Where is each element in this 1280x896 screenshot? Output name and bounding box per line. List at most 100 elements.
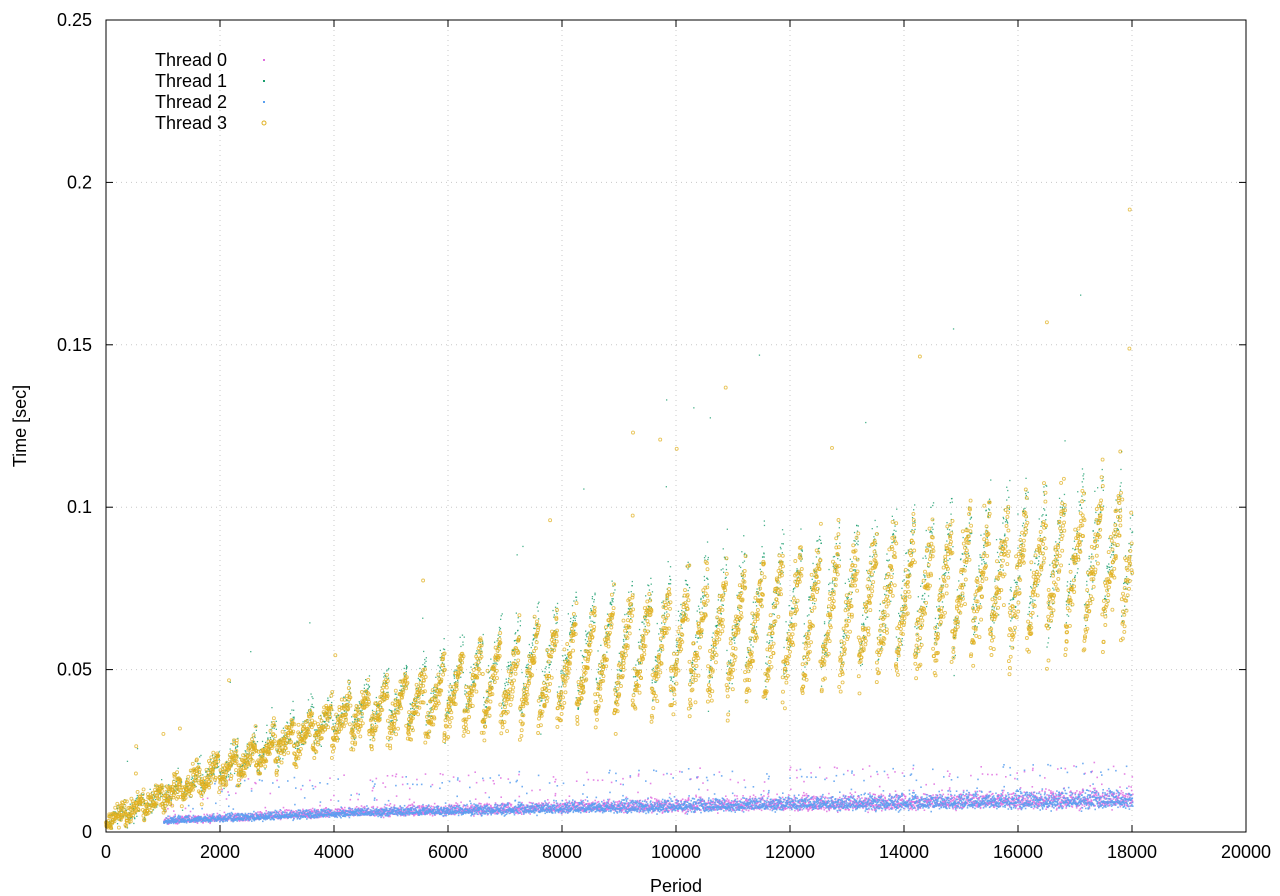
data-point [1092,787,1095,790]
data-point [554,792,557,795]
data-point [1078,791,1081,793]
data-point [947,793,950,796]
data-point [172,817,174,819]
data-point [226,820,228,822]
data-point [324,809,327,811]
data-point [867,811,869,814]
data-point [1074,791,1077,794]
data-point [594,799,596,802]
data-point [610,781,613,784]
data-point [294,803,296,806]
data-point [293,816,295,819]
data-point [508,802,511,805]
data-point [216,812,219,815]
data-point [183,817,186,819]
data-point [576,802,579,804]
data-point [272,782,274,784]
data-point [787,794,790,796]
data-point [931,802,934,805]
data-point [868,765,871,767]
data-point [278,786,280,788]
data-point [837,811,839,813]
data-point [556,802,559,805]
data-point [188,814,190,817]
data-point [226,816,229,819]
data-point [198,820,200,822]
data-point [803,791,805,794]
data-point [182,818,185,820]
data-point [494,813,496,815]
data-point [187,804,190,807]
data-point [376,799,378,801]
data-point [629,799,631,802]
data-point [414,814,416,816]
data-point [255,782,257,785]
data-point [540,807,542,809]
data-point [168,817,170,820]
data-point [808,808,810,811]
data-point [267,811,270,813]
data-point [789,766,792,769]
data-point [311,810,313,813]
data-point [932,794,934,796]
data-point [465,809,468,811]
data-point [618,800,621,802]
data-point [548,801,550,804]
data-point [563,808,565,811]
data-point [965,799,968,801]
data-point [470,805,472,807]
data-point [209,821,212,823]
data-point [1131,776,1134,778]
data-point [725,800,728,802]
data-point [264,806,267,809]
data-point [763,801,766,803]
data-point [322,810,325,813]
data-point [254,812,257,814]
data-point [418,807,420,809]
data-point [472,810,474,813]
data-point [888,808,891,811]
data-point [276,779,278,782]
data-point [433,807,435,809]
data-point [712,798,714,800]
data-point [238,815,241,817]
data-point [1055,809,1058,811]
data-point [310,808,312,811]
data-point [592,779,595,781]
data-point [457,805,459,807]
data-point [255,818,257,821]
data-point [184,807,187,810]
data-point [530,802,532,804]
data-point [236,813,239,815]
data-point [282,806,285,809]
data-point [681,798,684,800]
data-point [262,820,264,823]
data-point [728,799,730,802]
data-point [792,798,794,801]
data-point [619,783,622,785]
data-point [1048,789,1050,791]
data-point [397,810,400,813]
data-point [570,802,572,805]
data-point [407,804,410,807]
data-point [492,780,495,782]
data-point [373,815,376,817]
data-point [849,792,852,794]
data-point [726,798,728,800]
data-point [566,802,569,804]
data-point [244,812,247,815]
data-point [255,812,258,815]
data-point [565,810,567,813]
data-point [1024,797,1026,800]
data-point [532,802,534,804]
data-point [484,806,487,809]
data-point [808,802,810,804]
data-point [521,813,523,815]
data-point [448,803,451,806]
data-point [813,797,815,799]
data-point [695,794,697,797]
data-point [301,814,304,816]
data-point [211,820,213,822]
data-point [1076,790,1078,792]
data-point [234,817,236,820]
